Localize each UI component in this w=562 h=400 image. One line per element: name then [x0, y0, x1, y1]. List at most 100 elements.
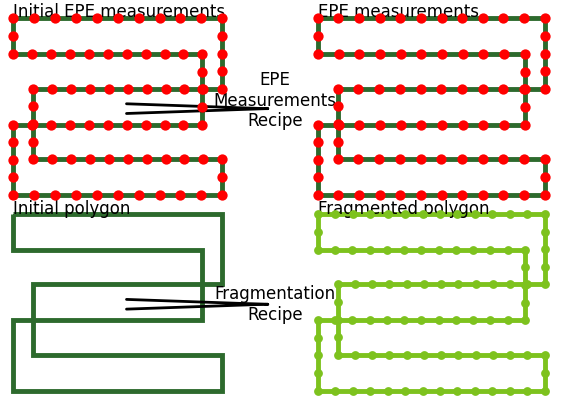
Point — [142, 156, 151, 162]
Point — [396, 15, 405, 22]
Point — [520, 104, 529, 110]
Point — [105, 86, 114, 92]
Point — [114, 15, 123, 22]
Point — [400, 317, 409, 323]
Point — [540, 264, 549, 270]
Point — [314, 388, 323, 394]
Point — [401, 388, 410, 394]
Point — [469, 246, 478, 253]
Point — [30, 15, 39, 22]
Point — [333, 316, 342, 323]
Point — [331, 388, 340, 394]
Point — [9, 192, 18, 198]
Point — [218, 15, 227, 22]
Point — [540, 86, 549, 92]
Point — [540, 281, 549, 288]
Point — [218, 33, 227, 39]
Point — [105, 156, 114, 162]
Point — [417, 121, 426, 128]
Point — [540, 246, 549, 252]
Point — [66, 121, 75, 128]
Point — [314, 211, 323, 217]
Point — [66, 156, 75, 162]
Point — [366, 388, 375, 394]
Point — [348, 246, 357, 253]
Point — [333, 121, 342, 127]
Point — [331, 211, 340, 217]
Point — [333, 103, 342, 110]
Point — [540, 211, 549, 217]
Point — [314, 246, 323, 253]
Point — [218, 192, 227, 198]
Point — [365, 246, 374, 253]
Point — [142, 86, 151, 92]
Point — [519, 86, 528, 92]
Point — [396, 51, 405, 57]
Point — [436, 211, 445, 217]
Point — [385, 352, 394, 358]
Point — [179, 51, 188, 57]
Point — [333, 352, 342, 358]
Point — [451, 317, 460, 323]
Point — [437, 86, 446, 92]
Point — [478, 192, 487, 198]
Point — [330, 317, 339, 323]
Point — [9, 139, 18, 145]
Point — [334, 51, 343, 57]
Point — [540, 156, 549, 162]
Point — [418, 388, 427, 394]
Point — [51, 15, 60, 22]
Point — [123, 51, 132, 57]
Point — [155, 192, 164, 198]
Point — [197, 15, 206, 22]
Point — [314, 370, 323, 376]
Point — [218, 50, 227, 57]
Point — [141, 121, 150, 128]
Point — [458, 121, 467, 128]
Point — [66, 51, 75, 57]
Point — [103, 51, 112, 57]
Point — [9, 156, 18, 163]
Point — [354, 156, 363, 162]
Point — [416, 15, 425, 22]
Point — [540, 192, 549, 198]
Point — [395, 86, 404, 92]
Point — [197, 192, 206, 198]
Point — [396, 121, 405, 128]
Point — [523, 211, 532, 217]
Point — [351, 352, 360, 358]
Point — [451, 246, 460, 253]
Point — [9, 174, 18, 181]
Point — [29, 86, 38, 92]
Point — [478, 86, 487, 92]
Point — [418, 211, 427, 217]
Point — [29, 156, 38, 162]
Point — [375, 51, 384, 57]
Point — [348, 211, 357, 217]
Point — [540, 388, 549, 394]
Point — [48, 86, 57, 92]
Point — [123, 121, 132, 128]
Point — [333, 86, 342, 92]
Text: Fragmentation
Recipe: Fragmentation Recipe — [215, 285, 336, 324]
Point — [85, 86, 94, 92]
Point — [176, 15, 185, 22]
Point — [488, 388, 497, 394]
Point — [540, 370, 549, 376]
Point — [416, 156, 425, 162]
Point — [355, 121, 364, 128]
Point — [454, 281, 463, 288]
Point — [395, 156, 404, 162]
Point — [85, 156, 94, 162]
Point — [66, 86, 75, 92]
Point — [198, 104, 207, 110]
Point — [161, 86, 170, 92]
Point — [396, 192, 405, 198]
Point — [437, 192, 446, 198]
Point — [486, 317, 495, 323]
Point — [437, 121, 446, 128]
Point — [488, 281, 497, 288]
Point — [520, 264, 529, 270]
Point — [520, 317, 529, 323]
Point — [417, 51, 426, 57]
